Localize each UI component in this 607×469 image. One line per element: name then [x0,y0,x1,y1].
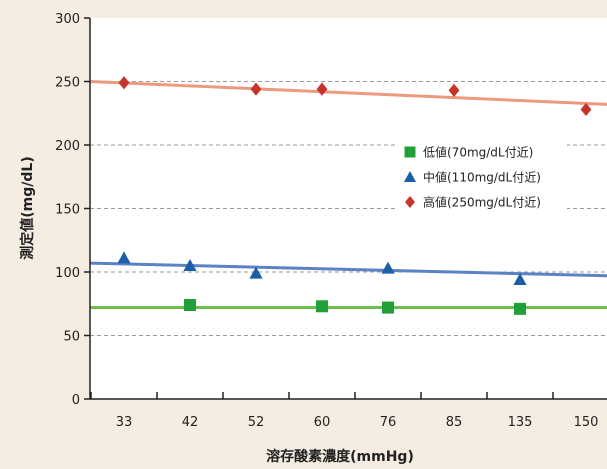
data-point-series-1-135 [513,273,527,286]
x-axis-title: 溶存酸素濃度(mmHg) [266,448,414,465]
legend-bg-0 [397,141,567,163]
legend-label-1: 中値(110mg/dL付近) [423,170,541,185]
y-tick-label: 50 [63,330,80,345]
data-point-series-0-42 [184,299,196,312]
legend-marker-1 [403,170,417,182]
data-point-series-2-60 [316,82,328,96]
legend-label-2: 高値(250mg/dL付近) [423,195,541,210]
y-tick-label: 300 [55,12,80,27]
x-tick-label-135: 135 [508,415,533,430]
trend-line-series-2 [89,80,607,106]
y-tick-label: 0 [72,393,80,408]
data-point-series-2-33 [118,76,130,90]
data-point-series-1-33 [117,251,131,264]
data-point-series-1-76 [381,261,395,274]
legend-marker-2 [405,195,415,209]
legend-marker-0 [404,146,416,158]
data-point-series-0-60 [316,300,328,313]
x-tick-label-52: 52 [248,415,265,430]
x-tick-label-60: 60 [314,415,331,430]
data-point-series-2-85 [448,83,460,97]
data-point-series-1-52 [249,266,263,279]
data-point-series-0-76 [382,301,394,314]
legend-bg-1 [397,166,567,188]
legend-bg-2 [397,191,567,213]
y-axis-title: 測定値(mg/dL) [19,156,36,259]
legend: 低値(70mg/dL付近) 中値(110mg/dL付近) 高値(250mg/dL付近… [397,141,567,213]
y-tick-label: 200 [55,139,80,154]
data-points [117,76,592,315]
y-tick-label: 150 [55,203,80,218]
y-tick-label: 100 [55,266,80,281]
x-tick-label-85: 85 [446,415,463,430]
x-ticks: 33 42 52 60 76 85 135 150 [90,392,599,430]
data-point-series-2-52 [250,82,262,96]
data-point-series-2-150 [580,102,592,117]
x-tick-label-33: 33 [116,415,133,430]
y-ticks: 0 50 100 150 200 250 300 [55,12,90,408]
x-tick-label-76: 76 [380,415,397,430]
x-tick-label-150: 150 [574,415,599,430]
trend-line-series-1 [89,261,607,278]
y-tick-label: 250 [55,76,80,91]
legend-label-0: 低値(70mg/dL付近) [423,145,533,160]
x-tick-label-42: 42 [182,415,199,430]
data-point-series-0-135 [514,302,526,315]
data-point-series-1-42 [183,259,197,272]
